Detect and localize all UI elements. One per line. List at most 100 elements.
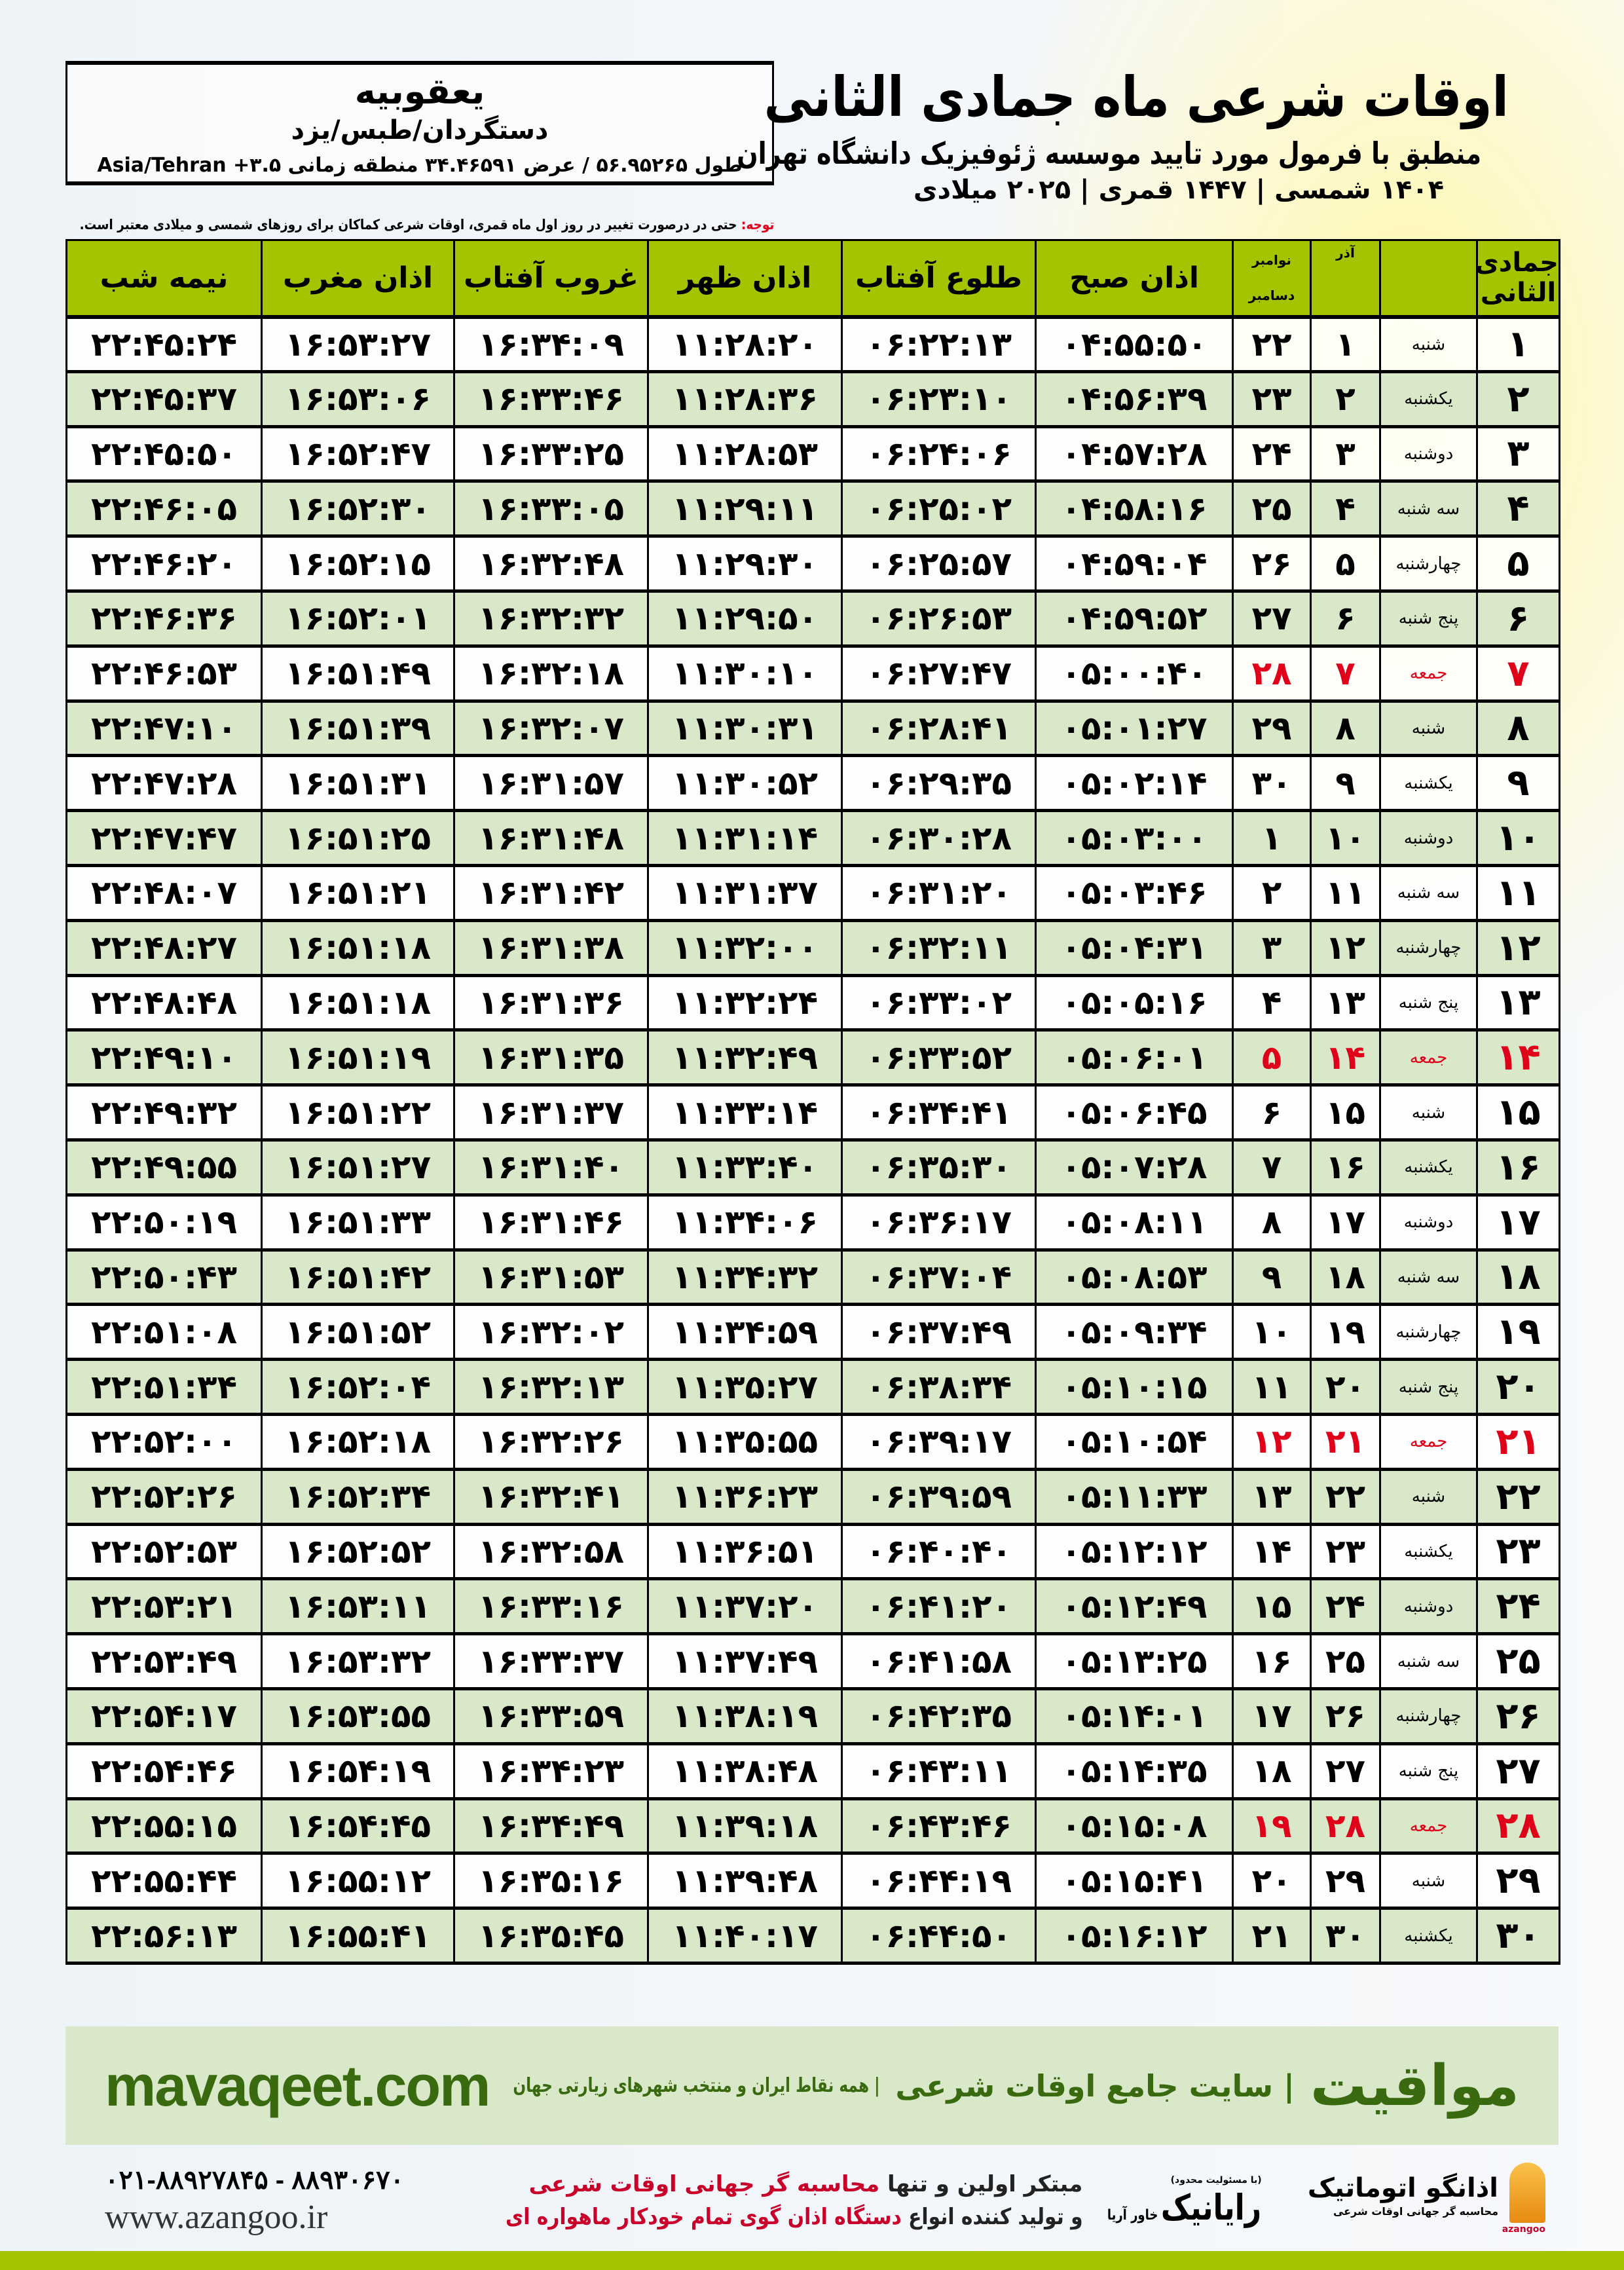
- maghrib-time: ۱۶:۵۲:۵۲: [261, 1523, 455, 1581]
- sunset-time: ۱۶:۳۱:۳۷: [453, 1084, 649, 1142]
- table-row: ۱۳ پنج شنبه ۱۳ ۴ ۰۵:۰۵:۱۶ ۰۶:۳۳:۰۲ ۱۱:۳۲:۲۴ ۱۶:…: [65, 974, 1560, 1032]
- azar-day: ۱۶: [1310, 1138, 1381, 1197]
- table-row: ۲۲ شنبه ۲۲ ۱۳ ۰۵:۱۱:۳۳ ۰۶:۳۹:۵۹ ۱۱:۳۶:۲۳ ۱۶:۳۲:…: [65, 1468, 1560, 1526]
- fajr-time: ۰۵:۱۱:۳۳: [1035, 1468, 1234, 1526]
- hijri-day: ۶: [1476, 589, 1560, 648]
- azar-day: ۲۵: [1310, 1633, 1381, 1690]
- hijri-day: ۲۱: [1476, 1413, 1560, 1471]
- sunrise-time: ۰۶:۲۷:۴۷: [841, 644, 1037, 703]
- hijri-day: ۳۰: [1476, 1907, 1560, 1965]
- table-row: ۲۳ یکشنبه ۲۳ ۱۴ ۰۵:۱۲:۱۲ ۰۶:۴۰:۴۰ ۱۱:۳۶:۵۱ ۱۶:۳…: [65, 1523, 1560, 1581]
- midnight-time: ۲۲:۵۶:۱۳: [65, 1907, 263, 1965]
- rayanik-note: (با مسئولیت محدود): [1170, 2174, 1262, 2186]
- col-dhuhr: اذان ظهر: [647, 239, 843, 319]
- midnight-time: ۲۲:۵۴:۱۷: [65, 1687, 263, 1745]
- azar-day: ۱۳: [1310, 974, 1381, 1032]
- midnight-time: ۲۲:۵۱:۰۸: [65, 1303, 263, 1362]
- weekday: دوشنبه: [1379, 425, 1478, 483]
- sunrise-time: ۰۶:۲۴:۰۶: [841, 425, 1037, 483]
- brand-url[interactable]: mavaqeet.com: [105, 2053, 490, 2118]
- hijri-day: ۱۴: [1476, 1029, 1560, 1087]
- ad-line2-b: دستگاه اذان گوی تمام خودکار ماهواره ای: [505, 2204, 902, 2230]
- table-row: ۱۱ سه شنبه ۱۱ ۲ ۰۵:۰۳:۴۶ ۰۶:۳۱:۲۰ ۱۱:۳۱:۳۷ ۱۶:۳…: [65, 864, 1560, 922]
- midnight-time: ۲۲:۵۰:۱۹: [65, 1193, 263, 1252]
- sunrise-time: ۰۶:۲۵:۵۷: [841, 535, 1037, 593]
- gregorian-day: ۶: [1232, 1084, 1312, 1142]
- azangoo-sub: محاسبه گر جهانی اوقات شرعی: [1333, 2205, 1498, 2218]
- sunset-time: ۱۶:۳۳:۳۷: [453, 1633, 649, 1690]
- maghrib-time: ۱۶:۵۱:۲۷: [261, 1138, 455, 1197]
- azar-day: ۲۹: [1310, 1852, 1381, 1910]
- note-text: حتی در درصورت تغییر در روز اول ماه قمری،…: [79, 217, 741, 233]
- weekday: سه شنبه: [1379, 1633, 1478, 1690]
- azar-day: ۱۲: [1310, 919, 1381, 977]
- weekday: دوشنبه: [1379, 1193, 1478, 1252]
- gregorian-day: ۱۴: [1232, 1523, 1312, 1581]
- midnight-time: ۲۲:۵۱:۳۴: [65, 1358, 263, 1416]
- bottom-strip: [0, 2251, 1624, 2270]
- hijri-day: ۱: [1476, 316, 1560, 373]
- azangoo-logo: azangoo اذانگو اتوماتیک محاسبه گر جهانی …: [1283, 2163, 1545, 2239]
- gregorian-day: ۱۶: [1232, 1633, 1312, 1690]
- azar-day: ۲۰: [1310, 1358, 1381, 1416]
- dhuhr-time: ۱۱:۳۵:۵۵: [647, 1413, 843, 1471]
- fajr-time: ۰۵:۱۰:۵۴: [1035, 1413, 1234, 1471]
- table-row: ۱۰ دوشنبه ۱۰ ۱ ۰۵:۰۳:۰۰ ۰۶:۳۰:۲۸ ۱۱:۳۱:۱۴ ۱۶:۳۱…: [65, 809, 1560, 867]
- table-row: ۲۶ چهارشنبه ۲۶ ۱۷ ۰۵:۱۴:۰۱ ۰۶:۴۲:۳۵ ۱۱:۳۸:۱۹ ۱۶…: [65, 1687, 1560, 1745]
- midnight-time: ۲۲:۴۶:۵۳: [65, 644, 263, 703]
- maghrib-time: ۱۶:۵۳:۱۱: [261, 1578, 455, 1636]
- gregorian-day: ۱۸: [1232, 1742, 1312, 1800]
- midnight-time: ۲۲:۵۵:۱۵: [65, 1797, 263, 1855]
- website-link[interactable]: www.azangoo.ir: [105, 2199, 328, 2236]
- midnight-time: ۲۲:۵۳:۴۹: [65, 1633, 263, 1690]
- sunrise-time: ۰۶:۳۲:۱۱: [841, 919, 1037, 977]
- sunset-time: ۱۶:۳۴:۲۳: [453, 1742, 649, 1800]
- maghrib-time: ۱۶:۵۴:۱۹: [261, 1742, 455, 1800]
- table-row: ۴ سه شنبه ۴ ۲۵ ۰۴:۵۸:۱۶ ۰۶:۲۵:۰۲ ۱۱:۲۹:۱۱ ۱۶:۳۳…: [65, 480, 1560, 538]
- phone-numbers: ۰۲۱-۸۸۹۲۷۸۴۵ - ۸۸۹۳۰۶۷۰: [105, 2166, 405, 2195]
- weekday: جمعه: [1379, 1029, 1478, 1087]
- table-row: ۳۰ یکشنبه ۳۰ ۲۱ ۰۵:۱۶:۱۲ ۰۶:۴۴:۵۰ ۱۱:۴۰:۱۷ ۱۶:۳…: [65, 1907, 1560, 1965]
- midnight-time: ۲۲:۴۵:۵۰: [65, 425, 263, 483]
- dhuhr-time: ۱۱:۴۰:۱۷: [647, 1907, 843, 1965]
- midnight-time: ۲۲:۵۲:۰۰: [65, 1413, 263, 1471]
- maghrib-time: ۱۶:۵۵:۴۱: [261, 1907, 455, 1965]
- midnight-time: ۲۲:۵۲:۲۶: [65, 1468, 263, 1526]
- sunset-time: ۱۶:۳۳:۱۶: [453, 1578, 649, 1636]
- sunset-time: ۱۶:۳۱:۳۸: [453, 919, 649, 977]
- page-header: اوقات شرعی ماه جمادی الثانی منطبق با فرم…: [737, 60, 1559, 207]
- region-name: دستگردان/طبس/یزد: [291, 115, 549, 145]
- sunset-time: ۱۶:۳۲:۱۳: [453, 1358, 649, 1416]
- dhuhr-time: ۱۱:۲۹:۱۱: [647, 480, 843, 538]
- weekday: جمعه: [1379, 644, 1478, 703]
- sunset-time: ۱۶:۳۲:۵۸: [453, 1523, 649, 1581]
- midnight-time: ۲۲:۵۴:۴۶: [65, 1742, 263, 1800]
- azar-day: ۶: [1310, 589, 1381, 648]
- table-row: ۲۵ سه شنبه ۲۵ ۱۶ ۰۵:۱۳:۲۵ ۰۶:۴۱:۵۸ ۱۱:۳۷:۴۹ ۱۶:…: [65, 1633, 1560, 1690]
- fajr-time: ۰۵:۱۰:۱۵: [1035, 1358, 1234, 1416]
- sunset-time: ۱۶:۳۴:۴۹: [453, 1797, 649, 1855]
- gregorian-day: ۷: [1232, 1138, 1312, 1197]
- col-midnight: نیمه شب: [65, 239, 263, 319]
- azar-day: ۳۰: [1310, 1907, 1381, 1965]
- dhuhr-time: ۱۱:۳۳:۴۰: [647, 1138, 843, 1197]
- gregorian-day: ۵: [1232, 1029, 1312, 1087]
- col-gregorian-top: نوامبر: [1252, 252, 1291, 269]
- fajr-time: ۰۴:۵۹:۰۴: [1035, 535, 1234, 593]
- contact-block: ۰۲۱-۸۸۹۲۷۸۴۵ - ۸۸۹۳۰۶۷۰ www.azangoo.ir: [105, 2163, 471, 2238]
- hijri-day: ۲۰: [1476, 1358, 1560, 1416]
- weekday: یکشنبه: [1379, 1523, 1478, 1581]
- azar-day: ۱۸: [1310, 1248, 1381, 1307]
- weekday: پنج شنبه: [1379, 589, 1478, 648]
- sunrise-time: ۰۶:۲۵:۰۲: [841, 480, 1037, 538]
- hijri-day: ۱۶: [1476, 1138, 1560, 1197]
- midnight-time: ۲۲:۴۸:۲۷: [65, 919, 263, 977]
- weekday: شنبه: [1379, 1084, 1478, 1142]
- maghrib-time: ۱۶:۵۲:۴۷: [261, 425, 455, 483]
- fajr-time: ۰۴:۵۹:۵۲: [1035, 589, 1234, 648]
- fajr-time: ۰۵:۰۰:۴۰: [1035, 644, 1234, 703]
- dhuhr-time: ۱۱:۳۰:۱۰: [647, 644, 843, 703]
- maghrib-time: ۱۶:۵۲:۱۸: [261, 1413, 455, 1471]
- maghrib-time: ۱۶:۵۱:۳۹: [261, 699, 455, 758]
- weekday: یکشنبه: [1379, 754, 1478, 813]
